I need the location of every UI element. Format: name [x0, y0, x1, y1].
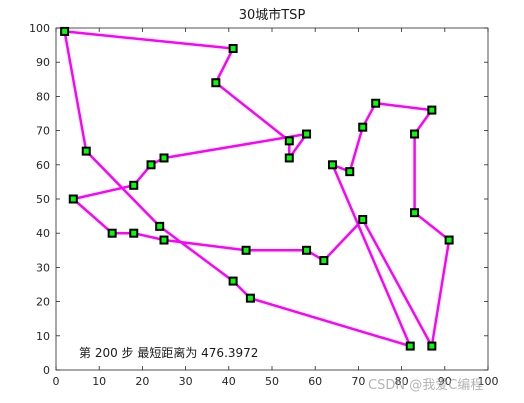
x-tick-label: 60: [308, 375, 322, 388]
x-tick-label: 10: [92, 375, 106, 388]
x-tick-label: 50: [265, 375, 279, 388]
city-marker: [129, 228, 139, 238]
y-tick-label: 50: [36, 193, 50, 206]
city-marker: [68, 194, 78, 204]
x-axis: 0 10 20 30 40 50 60 70 80 90 100: [53, 28, 499, 388]
y-tick-label: 80: [36, 90, 50, 103]
city-marker: [60, 26, 70, 36]
city-marker: [228, 276, 238, 286]
city-marker: [155, 221, 165, 231]
city-marker: [358, 122, 368, 132]
city-marker: [81, 146, 91, 156]
city-marker: [159, 153, 169, 163]
city-marker: [159, 235, 169, 245]
y-tick-label: 20: [36, 296, 50, 309]
y-tick-label: 40: [36, 227, 50, 240]
city-marker: [241, 245, 251, 255]
city-markers: [60, 26, 454, 351]
city-marker: [345, 167, 355, 177]
city-marker: [245, 293, 255, 303]
city-marker: [444, 235, 454, 245]
x-tick-label: 20: [135, 375, 149, 388]
x-tick-label: 90: [438, 375, 452, 388]
y-tick-label: 0: [43, 364, 50, 377]
city-marker: [284, 136, 294, 146]
x-tick-label: 80: [395, 375, 409, 388]
y-tick-label: 90: [36, 56, 50, 69]
city-marker: [427, 105, 437, 115]
city-marker: [371, 98, 381, 108]
city-marker: [410, 129, 420, 139]
city-marker: [284, 153, 294, 163]
x-tick-label: 40: [222, 375, 236, 388]
watermark: CSDN @我爱C编程: [368, 378, 483, 393]
chart-title: 30城市TSP: [239, 7, 306, 23]
x-tick-label: 70: [351, 375, 365, 388]
city-marker: [327, 160, 337, 170]
city-marker: [211, 78, 221, 88]
route-line: [63, 30, 451, 348]
city-marker: [427, 341, 437, 351]
city-marker: [146, 160, 156, 170]
x-tick-label: 100: [478, 375, 499, 388]
x-tick-label: 0: [53, 375, 60, 388]
city-marker: [228, 44, 238, 54]
y-tick-label: 70: [36, 125, 50, 138]
x-tick-label: 30: [179, 375, 193, 388]
y-axis: 0 10 20 30 40 50 60 70 80 90 100: [29, 22, 488, 377]
y-tick-label: 30: [36, 261, 50, 274]
y-tick-label: 60: [36, 159, 50, 172]
y-tick-label: 100: [29, 22, 50, 35]
city-marker: [302, 245, 312, 255]
y-tick-label: 10: [36, 330, 50, 343]
city-marker: [319, 256, 329, 266]
city-marker: [302, 129, 312, 139]
city-marker: [358, 215, 368, 225]
city-marker: [410, 208, 420, 218]
plot-area: [55, 27, 489, 371]
city-marker: [129, 180, 139, 190]
city-marker: [107, 228, 117, 238]
route-distance-annotation: 第 200 步 最短距离为 476.3972: [79, 345, 258, 360]
city-marker: [405, 341, 415, 351]
